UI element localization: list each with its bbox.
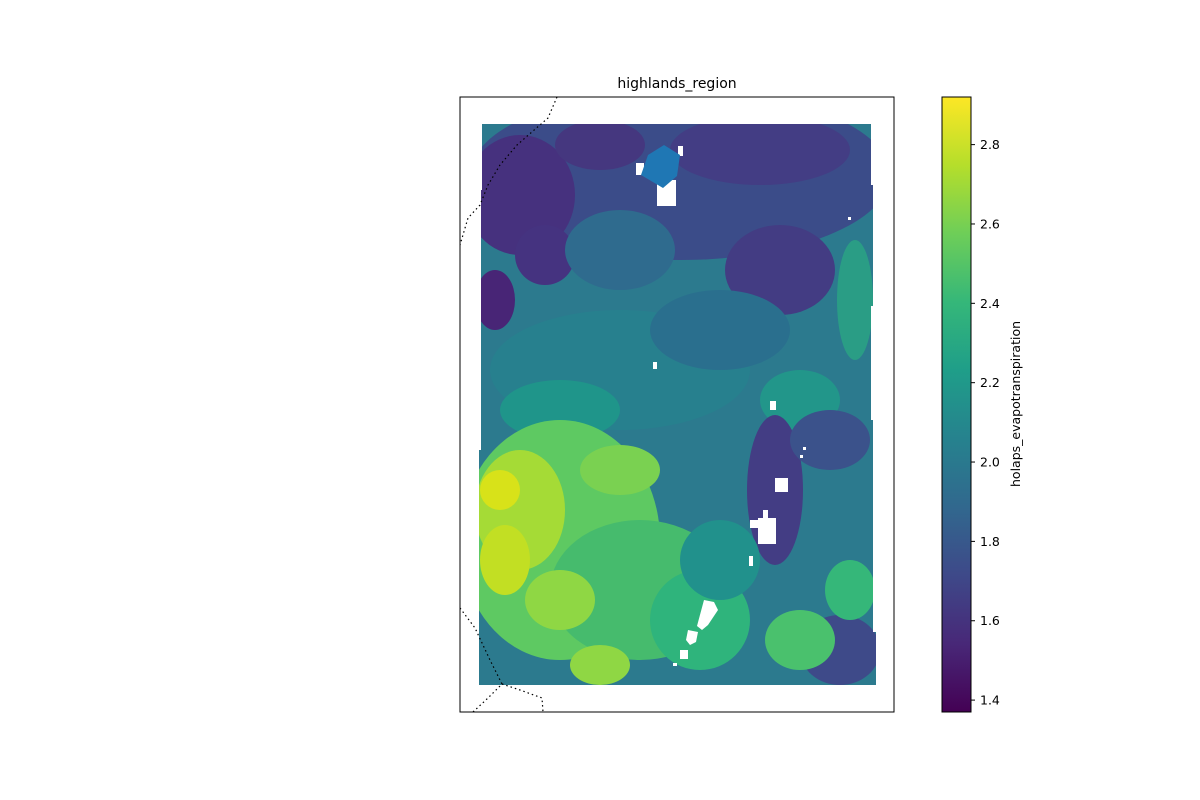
- colorbar-tick-label-2: 1.8: [980, 534, 1000, 549]
- colorbar-tick-label-7: 2.8: [980, 137, 1000, 152]
- colorbar-bar: [941, 96, 972, 713]
- border-south: [501, 683, 544, 712]
- missing-data-patches: [636, 146, 851, 666]
- map-axes: [459, 96, 895, 713]
- colorbar-tick-label-6: 2.6: [980, 216, 1000, 231]
- dotted-borders: [460, 97, 558, 712]
- border-north: [460, 97, 558, 246]
- map-title: highlands_region: [617, 76, 736, 92]
- colorbar-tick-label-1: 1.6: [980, 613, 1000, 628]
- colorbar-ticks: 1.4 1.6 1.8 2.0 2.2 2.4 2.6 2.8: [971, 137, 1000, 708]
- colorbar-label: holaps_evapotranspiration: [1008, 321, 1023, 487]
- evapotranspiration-field: [479, 124, 876, 685]
- colorbar: 1.4 1.6 1.8 2.0 2.2 2.4 2.6 2.8 holaps_evapotra…: [941, 96, 1023, 713]
- map-border: [459, 96, 895, 713]
- mask-polygon: [641, 145, 680, 188]
- colorbar-tick-label-0: 1.4: [980, 693, 1000, 708]
- colorbar-tick-label-3: 2.0: [980, 455, 1000, 470]
- colorbar-tick-label-4: 2.2: [980, 375, 1000, 390]
- colorbar-tick-label-5: 2.4: [980, 296, 1000, 311]
